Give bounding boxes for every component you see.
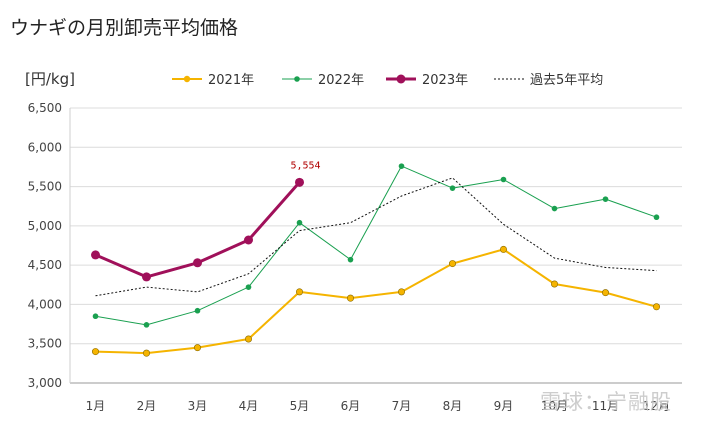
y-tick-label: 6,000 <box>28 140 62 154</box>
data-point-2 <box>193 258 202 268</box>
y-axis-unit-label: [円/kg] <box>25 70 75 88</box>
x-tick-label: 4月 <box>239 399 259 413</box>
legend-entry-label: 過去5年平均 <box>530 73 603 88</box>
x-tick-label: 1月 <box>86 399 106 413</box>
y-tick-labels: 3,000 3,500 4,000 4,500 5,000 5,500 6,000 6,500 <box>28 101 62 390</box>
data-point-2 <box>91 250 100 260</box>
legend: 2021年 2022年 2023年 過去5年平均 <box>172 73 603 88</box>
data-point-1 <box>245 284 252 290</box>
legend-entry-label: 2022年 <box>318 73 364 88</box>
data-point-2 <box>244 235 253 245</box>
y-tick-label: 4,000 <box>28 297 62 311</box>
x-tick-label: 6月 <box>341 399 361 413</box>
y-tick-label: 4,500 <box>28 258 62 272</box>
data-point-2 <box>295 177 304 187</box>
data-point-1 <box>551 205 558 212</box>
annotation-layer: 5,554 <box>290 160 320 171</box>
data-point-1 <box>398 163 405 169</box>
x-tick-label: 12月 <box>643 399 670 413</box>
y-tick-label: 3,000 <box>28 376 62 390</box>
data-point-0 <box>550 280 558 288</box>
series-line-0 <box>95 248 657 355</box>
data-point-0 <box>397 288 405 296</box>
legend-swatch-marker <box>396 74 406 84</box>
data-point-0 <box>652 303 660 311</box>
data-point-1 <box>449 185 456 191</box>
data-point-1 <box>92 313 99 320</box>
x-tick-label: 11月 <box>592 399 619 413</box>
data-point-0 <box>295 288 303 296</box>
data-point-1 <box>602 196 609 202</box>
data-point-1 <box>653 214 660 221</box>
data-point-1 <box>194 307 201 314</box>
data-point-0 <box>92 348 100 356</box>
x-tick-label: 7月 <box>392 399 412 413</box>
data-point-0 <box>448 260 456 268</box>
data-point-0 <box>601 289 609 297</box>
watermark: 雪球：宁融股 <box>540 390 672 414</box>
series-line-1 <box>95 165 657 326</box>
legend-entry-label: 2023年 <box>422 73 468 88</box>
data-point-0 <box>245 335 253 343</box>
data-point-2 <box>142 272 151 282</box>
data-point-0 <box>346 294 354 302</box>
data-point-1 <box>500 176 507 183</box>
data-point-1 <box>143 322 150 328</box>
legend-entry-label: 2021年 <box>208 73 254 88</box>
chart-title: ウナギの月別卸売平均価格 <box>10 17 239 39</box>
legend-swatch-marker <box>183 75 191 83</box>
x-tick-labels: 1月 2月 3月 4月 5月 6月 7月 8月 9月 10月 11月 12月 <box>86 399 670 413</box>
data-point-0 <box>143 349 151 357</box>
gridlines <box>69 107 682 384</box>
y-tick-label: 5,500 <box>28 180 62 194</box>
x-tick-label: 2月 <box>137 399 157 413</box>
series-layer <box>91 163 660 357</box>
x-tick-label: 9月 <box>494 399 514 413</box>
data-point-1 <box>347 256 354 263</box>
y-tick-label: 5,000 <box>28 219 62 233</box>
y-tick-label: 3,500 <box>28 337 62 351</box>
data-label-annotation: 5,554 <box>290 160 320 171</box>
x-tick-label: 3月 <box>188 399 208 413</box>
data-point-0 <box>194 344 202 352</box>
x-tick-label: 10月 <box>541 399 568 413</box>
x-tick-label: 5月 <box>290 399 310 413</box>
y-tick-label: 6,500 <box>28 101 62 115</box>
series-line-3 <box>95 177 657 297</box>
x-tick-label: 8月 <box>443 399 463 413</box>
data-point-0 <box>499 245 507 253</box>
data-point-1 <box>296 219 303 226</box>
legend-swatch-marker <box>294 76 300 82</box>
